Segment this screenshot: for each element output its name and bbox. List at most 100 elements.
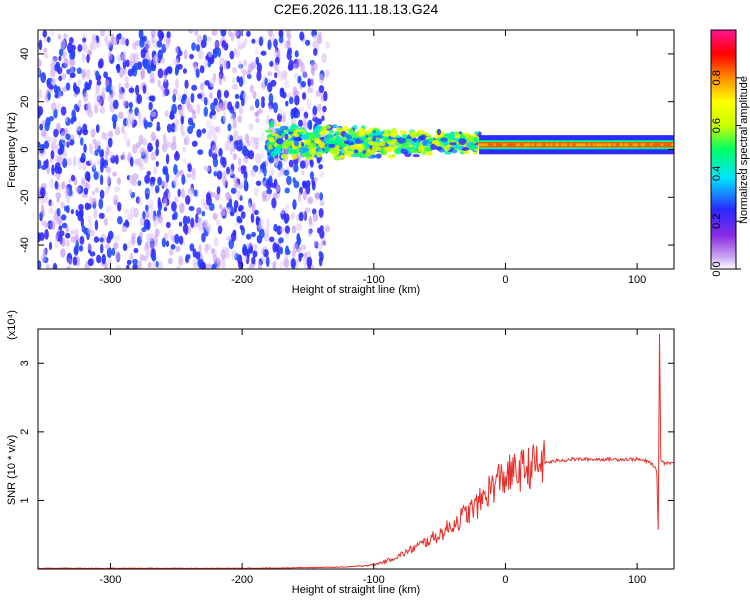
spectrogram-xtick-label: -200 <box>231 274 253 286</box>
noise-speckle <box>86 183 91 190</box>
noise-speckle <box>115 264 122 269</box>
noise-speckle <box>213 167 219 173</box>
noise-speckle <box>197 93 203 99</box>
noise-speckle <box>139 231 143 240</box>
transition-blob <box>375 153 382 159</box>
transition-blob <box>284 134 289 140</box>
noise-speckle <box>205 263 212 269</box>
noise-speckle <box>251 142 256 149</box>
noise-speckle <box>113 199 118 206</box>
noise-speckle <box>318 250 323 258</box>
noise-speckle <box>93 208 98 220</box>
noise-speckle <box>271 197 277 209</box>
noise-speckle <box>41 164 47 171</box>
noise-speckle <box>270 167 275 175</box>
noise-speckle <box>122 243 128 252</box>
noise-speckle <box>307 196 314 205</box>
noise-speckle <box>121 151 126 161</box>
noise-speckle <box>238 157 242 166</box>
noise-speckle <box>324 225 331 233</box>
noise-speckle <box>110 85 116 92</box>
noise-speckle <box>108 51 113 61</box>
noise-speckle <box>313 240 318 247</box>
noise-speckle <box>88 218 93 229</box>
colorbar-tick-label: 0.8 <box>711 70 723 85</box>
noise-speckle <box>295 223 302 232</box>
noise-speckle <box>211 144 218 155</box>
noise-speckle <box>260 50 267 56</box>
noise-speckle <box>265 256 270 268</box>
noise-speckle <box>200 82 205 91</box>
noise-speckle <box>38 105 44 116</box>
transition-blob <box>390 131 398 138</box>
noise-speckle <box>157 176 163 186</box>
noise-speckle <box>56 196 60 204</box>
noise-speckle <box>144 41 149 51</box>
transition-blob <box>458 134 466 140</box>
noise-speckle <box>191 170 196 181</box>
noise-speckle <box>178 50 183 57</box>
noise-speckle <box>80 177 86 188</box>
noise-speckle <box>220 258 226 269</box>
noise-speckle <box>275 244 280 252</box>
noise-speckle <box>278 30 283 38</box>
transition-blob <box>328 143 336 149</box>
noise-speckle <box>241 98 245 107</box>
spectrogram-xtick-label: -300 <box>99 274 121 286</box>
noise-speckle <box>51 164 55 176</box>
noise-speckle <box>206 132 213 141</box>
spectrogram-xtick-label: 100 <box>628 274 646 286</box>
noise-speckle <box>79 208 84 218</box>
spectrogram-transition-region <box>265 121 482 164</box>
noise-speckle <box>225 166 231 175</box>
spectrogram-noise-region <box>38 30 331 269</box>
noise-speckle <box>150 183 155 194</box>
noise-speckle <box>66 157 73 166</box>
noise-speckle <box>142 138 148 146</box>
noise-speckle <box>263 232 270 242</box>
noise-speckle <box>174 118 180 127</box>
noise-speckle <box>218 56 225 68</box>
noise-speckle <box>227 206 232 214</box>
noise-speckle <box>48 115 55 122</box>
noise-speckle <box>149 72 155 83</box>
noise-speckle <box>50 30 55 37</box>
noise-speckle <box>201 128 207 134</box>
noise-speckle <box>251 256 256 265</box>
noise-speckle <box>179 202 185 214</box>
noise-speckle <box>255 56 260 66</box>
noise-speckle <box>57 33 62 40</box>
transition-blob <box>341 142 347 148</box>
noise-speckle <box>79 235 85 245</box>
noise-speckle <box>38 39 43 51</box>
noise-speckle <box>178 105 184 116</box>
transition-blob <box>364 141 369 146</box>
noise-speckle <box>217 125 221 135</box>
noise-speckle <box>197 149 204 156</box>
noise-speckle <box>106 235 112 244</box>
noise-speckle <box>165 172 170 183</box>
noise-speckle <box>118 56 122 64</box>
noise-speckle <box>318 171 325 178</box>
noise-speckle <box>139 254 145 262</box>
noise-speckle <box>258 168 263 175</box>
noise-speckle <box>304 39 311 46</box>
noise-speckle <box>292 199 297 210</box>
noise-speckle <box>228 198 233 207</box>
noise-speckle <box>213 236 219 248</box>
snr-ylabel: SNR (10 * v/v) <box>6 435 18 505</box>
noise-speckle <box>198 49 204 60</box>
spectrogram-ytick-label: 20 <box>19 96 31 108</box>
noise-speckle <box>236 75 240 83</box>
noise-speckle <box>135 40 141 46</box>
transition-blob <box>379 140 386 147</box>
noise-speckle <box>212 49 218 59</box>
noise-speckle <box>75 186 81 193</box>
transition-blob <box>289 124 299 130</box>
noise-speckle <box>147 142 153 153</box>
noise-speckle <box>279 246 283 255</box>
noise-speckle <box>44 196 49 204</box>
noise-speckle <box>239 224 244 231</box>
noise-speckle <box>152 215 159 227</box>
noise-speckle <box>128 188 133 197</box>
